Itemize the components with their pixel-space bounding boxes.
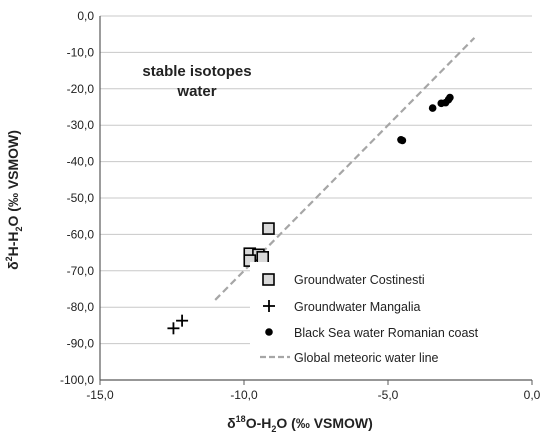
data-series (167, 37, 476, 335)
x-axis-title-main: O-H (246, 415, 272, 431)
annotation-line-2: water (176, 83, 216, 100)
svg-text:δ2H-H2O (‰ VSMOW): δ2H-H2O (‰ VSMOW) (4, 130, 24, 270)
x-axis-title-delta: δ (227, 415, 236, 431)
black-sea-point (398, 136, 407, 145)
legend-label-mangalia: Groundwater Mangalia (294, 300, 421, 314)
costinesti-point (262, 222, 275, 235)
x-tick-label: -5,0 (378, 388, 399, 402)
costinesti-point (243, 254, 257, 267)
legend-square-icon (262, 273, 275, 286)
y-tick-label: -100,0 (60, 373, 94, 387)
legend-label-black-sea: Black Sea water Romanian coast (294, 326, 479, 340)
y-tick-label: -70,0 (67, 264, 95, 278)
y-axis-title-main: H-H (5, 232, 21, 257)
axes: 0,0 -10,0 -20,0 -30,0 -40,0 -50,0 -60,0 -70,0 -8… (60, 9, 541, 402)
y-axis-title-sub: 2 (14, 227, 24, 232)
x-axis-title-tail: O (‰ VSMOW) (276, 415, 372, 431)
legend-item-gmwl: Global meteoric water line (260, 351, 439, 365)
y-axis-title-delta: δ (5, 261, 21, 270)
y-tick-label: -90,0 (67, 337, 95, 351)
y-tick-label: -50,0 (67, 191, 95, 205)
y-axis-title: δ2H-H2O (‰ VSMOW) (4, 130, 24, 270)
y-tick-label: -40,0 (67, 155, 95, 169)
x-axis-title-sup: 18 (236, 414, 246, 424)
x-tick-label: -15,0 (86, 388, 114, 402)
legend-item-costinesti: Groundwater Costinesti (262, 273, 425, 287)
y-axis-title-tail: O (‰ VSMOW) (5, 130, 21, 226)
y-axis-title-sup: 2 (4, 256, 14, 261)
legend-label-gmwl: Global meteoric water line (294, 351, 439, 365)
y-tick-label: -80,0 (67, 300, 95, 314)
x-tick-label: -10,0 (230, 388, 258, 402)
y-tick-label: -60,0 (67, 227, 95, 241)
legend-dot-icon (265, 328, 273, 336)
legend-item-black-sea: Black Sea water Romanian coast (265, 326, 479, 340)
costinesti-point (256, 251, 270, 264)
y-tick-label: -10,0 (67, 45, 95, 59)
black-sea-point (428, 104, 437, 112)
annotation-line-1: stable isotopes (142, 63, 251, 80)
legend-box (250, 262, 532, 376)
legend-plus-icon (263, 300, 275, 312)
y-tick-label: 0,0 (77, 9, 94, 23)
x-axis-title-sub: 2 (271, 424, 276, 434)
chart-annotation: stable isotopes water (142, 63, 251, 100)
legend: Groundwater Costinesti Groundwater Manga… (250, 262, 532, 376)
x-tick-label: 0,0 (524, 388, 541, 402)
legend-item-mangalia: Groundwater Mangalia (263, 300, 421, 314)
y-tick-label: -20,0 (67, 82, 95, 96)
mangalia-point (167, 322, 180, 335)
black-sea-point (446, 93, 454, 102)
svg-text:δ18O-H2O (‰ VSMOW): δ18O-H2O (‰ VSMOW) (227, 414, 373, 434)
legend-label-costinesti: Groundwater Costinesti (294, 273, 425, 287)
y-tick-label: -30,0 (67, 118, 95, 132)
x-axis-title: δ18O-H2O (‰ VSMOW) (227, 414, 373, 434)
mangalia-point (176, 314, 189, 327)
